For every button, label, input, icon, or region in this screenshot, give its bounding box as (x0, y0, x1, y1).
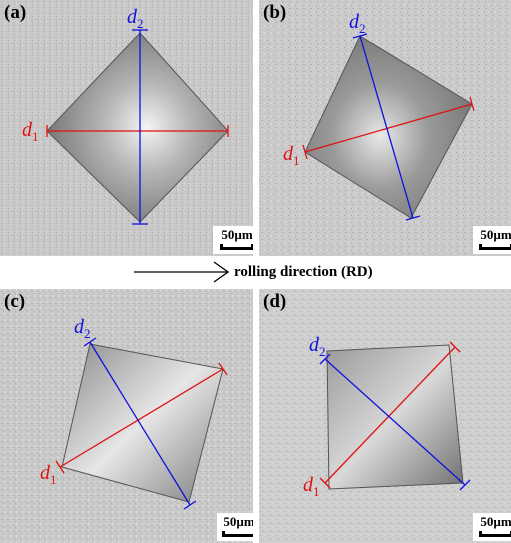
d2-label: d2 (309, 334, 326, 359)
d1-label: d1 (22, 119, 39, 144)
d1-label: d1 (303, 474, 320, 499)
scale-bar: 50µm (473, 513, 511, 541)
panel-label: (c) (4, 291, 26, 312)
rolling-direction-label: rolling direction (RD) (234, 264, 373, 280)
micrograph-a (0, 0, 253, 256)
panel-b: (b) d1 d2 50µm (259, 0, 511, 256)
rolling-direction-arrow (134, 261, 230, 283)
micrograph-c (0, 289, 253, 543)
d1-label: d1 (40, 462, 57, 487)
micrograph-d (259, 289, 511, 543)
micrograph-b (259, 0, 511, 256)
d2-label: d2 (349, 11, 366, 36)
d2-label: d2 (127, 6, 144, 31)
panel-d: (d) d1 d2 50µm (259, 289, 511, 543)
scale-bar: 50µm (473, 226, 511, 254)
d2-label: d2 (74, 316, 91, 341)
scale-bar: 50µm (217, 513, 253, 541)
panel-c: (c) d1 d2 50µm (0, 289, 253, 543)
d1-label: d1 (283, 143, 300, 168)
panel-a: (a) d1 d2 50µm (0, 0, 253, 256)
scale-bar: 50µm (213, 226, 253, 254)
panel-label: (d) (263, 291, 287, 312)
panel-label: (b) (263, 2, 287, 23)
panel-label: (a) (4, 2, 27, 23)
